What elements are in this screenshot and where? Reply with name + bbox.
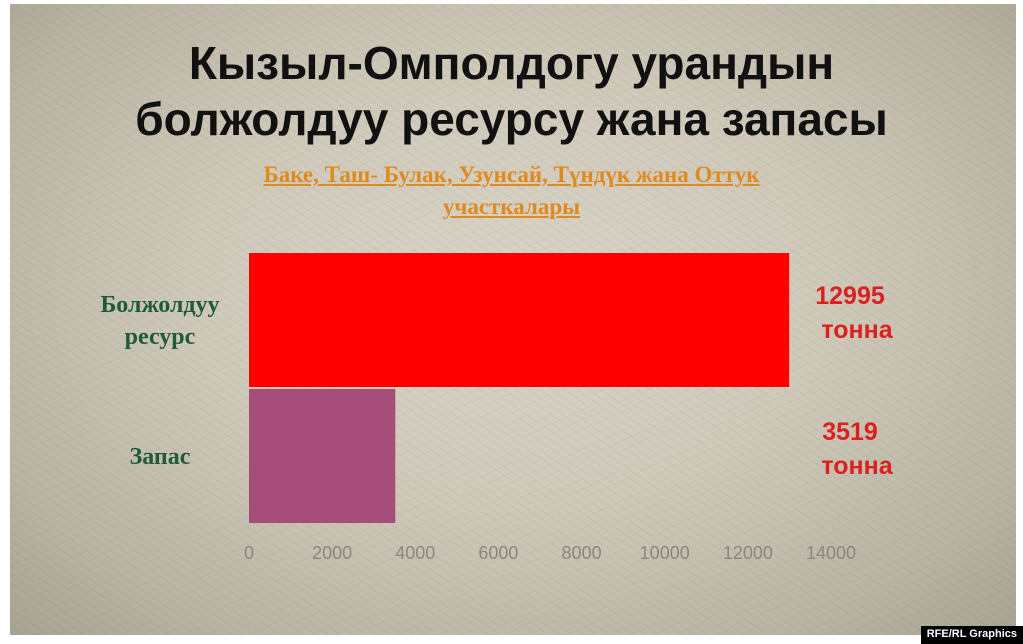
chart-subtitle-line-2: участкалары <box>442 194 581 219</box>
x-tick-label-2: 4000 <box>395 543 435 563</box>
x-tick-label-4: 8000 <box>562 543 602 563</box>
chart-subtitle-line-1: Баке, Таш- Булак, Узунсай, Түндүк жана О… <box>263 162 760 187</box>
x-tick-label-5: 10000 <box>640 543 690 563</box>
x-tick-label-0: 0 <box>244 543 254 563</box>
x-tick-label-3: 6000 <box>478 543 518 563</box>
x-tick-label-6: 12000 <box>723 543 773 563</box>
x-tick-label-1: 2000 <box>312 543 352 563</box>
bar-resource <box>249 253 790 387</box>
credit-badge: RFE/RL Graphics <box>920 626 1023 644</box>
chart-title-line-1: Кызыл-Омполдогу урандын <box>188 37 835 89</box>
unit-label-0: тонна <box>821 316 893 344</box>
category-label-0-line-0: Болжолдуу <box>100 292 219 318</box>
value-label-1: 3519 <box>822 418 878 446</box>
chart-title-line-2: болжолдуу ресурсу жана запасы <box>135 93 888 145</box>
category-label-0-line-1: ресурс <box>125 324 196 350</box>
value-label-0: 12995 <box>815 282 885 310</box>
category-label-1-line-0: Запас <box>130 444 191 470</box>
unit-label-1: тонна <box>821 452 893 480</box>
bar-reserve <box>249 389 396 523</box>
x-tick-label-7: 14000 <box>806 543 856 563</box>
